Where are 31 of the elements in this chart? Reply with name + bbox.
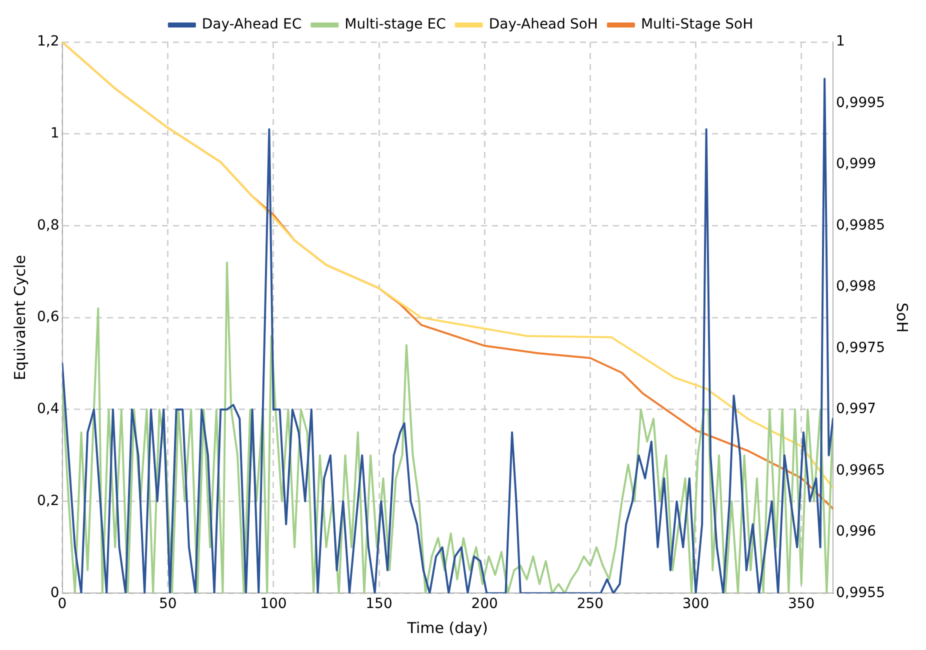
y2-tick-label: 0,9985 xyxy=(836,217,886,234)
y2-tick-label: 1 xyxy=(836,34,845,50)
y2-axis-title: SoH xyxy=(893,302,912,333)
legend-label: Day-Ahead EC xyxy=(202,16,302,33)
legend-label: Day-Ahead SoH xyxy=(488,16,598,33)
x-tick-label: 100 xyxy=(260,596,287,612)
x-tick-label: 350 xyxy=(788,596,815,612)
y-tick-label: 1 xyxy=(50,126,60,142)
y-tick-label: 0,4 xyxy=(37,401,60,418)
y-tick-label: 0,8 xyxy=(37,217,60,234)
y2-tick-label: 0,9965 xyxy=(836,462,886,478)
x-tick-label: 200 xyxy=(471,596,498,612)
x-tick-label: 150 xyxy=(366,596,392,612)
x-tick-label: 250 xyxy=(576,596,604,612)
y-axis-title: Equivalent Cycle xyxy=(10,254,29,380)
y2-tick-label: 0,997 xyxy=(836,401,876,418)
legend-label: Multi-stage EC xyxy=(344,16,446,33)
x-axis-title: Time (day) xyxy=(406,618,488,637)
y2-tick-label: 0,996 xyxy=(836,524,876,540)
legend-label: Multi-Stage SoH xyxy=(640,16,754,33)
y-tick-label: 0,2 xyxy=(37,492,60,509)
x-tick-label: 300 xyxy=(682,596,710,612)
y2-tick-label: 0,9955 xyxy=(836,584,886,601)
y-tick-label: 0,6 xyxy=(37,309,60,326)
y2-tick-label: 0,998 xyxy=(836,278,876,295)
y-tick-label: 0 xyxy=(50,584,60,601)
y2-tick-label: 0,9975 xyxy=(836,340,886,356)
x-tick-label: 50 xyxy=(158,596,177,612)
y2-tick-label: 0,999 xyxy=(836,156,876,172)
y2-tick-label: 0,9995 xyxy=(836,94,886,111)
y-tick-label: 1,2 xyxy=(37,34,60,50)
